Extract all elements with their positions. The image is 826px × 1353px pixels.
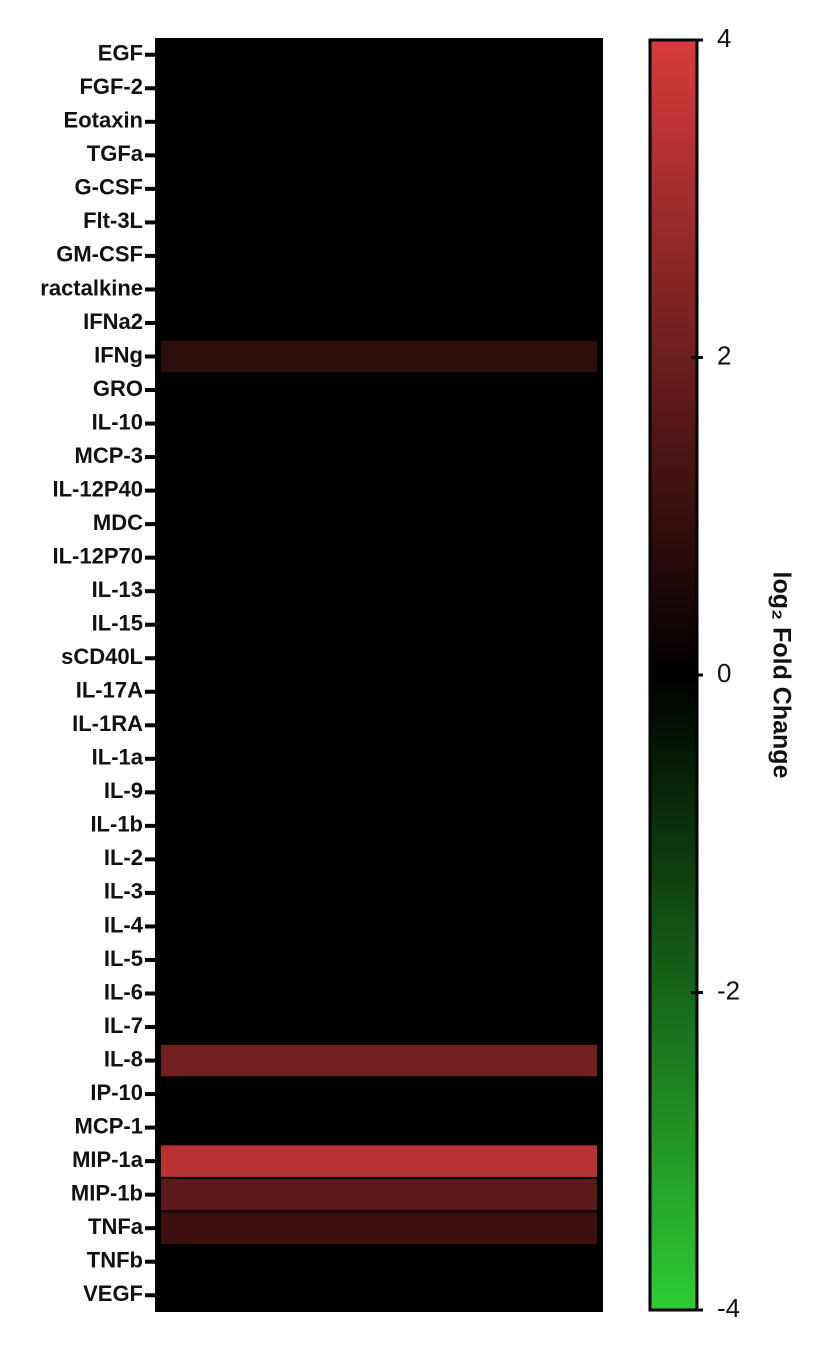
y-tick-label: IL-4 [104,912,144,937]
y-tick-label: IL-12P40 [53,476,144,501]
cell [161,843,597,876]
cell [161,709,597,742]
cell [161,810,597,842]
cell [161,508,597,540]
y-tick-label: IL-9 [104,778,143,803]
y-tick-label: ractalkine [40,275,143,300]
y-tick-label: MIP-1b [71,1180,143,1205]
y-tick-label: MCP-1 [75,1113,143,1138]
cell [161,1145,597,1177]
cell [161,1111,597,1144]
cell [161,340,597,373]
y-tick-label: MDC [93,510,143,535]
y-tick-label: IFNg [94,342,143,367]
cell [161,1178,597,1211]
y-tick-label: TGFa [87,141,144,166]
y-tick-label: IL-7 [104,1013,143,1038]
cell [161,1011,597,1043]
cell [161,642,597,674]
y-tick-label: IL-15 [92,611,143,636]
y-tick-label: G-CSF [75,175,143,200]
colorbar-label: log₂ Fold Change [767,572,795,779]
cell [161,173,597,205]
cell [161,474,597,507]
cell [161,1279,597,1311]
cell [161,307,597,339]
y-tick-label: IL-1b [90,812,143,837]
cell [161,944,597,976]
cell [161,39,597,71]
y-tick-label: TNFb [87,1248,143,1273]
cell [161,1078,597,1110]
y-tick-label: IL-13 [92,577,143,602]
cell [161,676,597,708]
y-tick-label: IL-1a [92,745,144,770]
cell [161,139,597,172]
y-tick-label: Eotaxin [64,108,143,133]
cell [161,541,597,574]
colorbar-tick-label: 2 [717,340,731,370]
cell [161,608,597,641]
cell [161,273,597,306]
cell [161,374,597,406]
cell [161,977,597,1010]
y-tick-label: IFNa2 [83,309,143,334]
y-tick-label: GM-CSF [56,242,143,267]
y-tick-label: VEGF [83,1281,143,1306]
y-tick-label: IL-12P70 [53,543,144,568]
y-tick-label: EGF [98,41,143,66]
cell [161,72,597,105]
cell [161,1245,597,1278]
y-tick-label: Flt-3L [83,208,143,233]
y-tick-label: IL-1RA [72,711,143,736]
y-tick-label: GRO [93,376,143,401]
y-tick-label: IL-10 [92,409,143,434]
cell [161,575,597,607]
y-tick-label: sCD40L [61,644,143,669]
y-tick-label: IL-3 [104,879,143,904]
cell [161,743,597,775]
cell [161,441,597,473]
cell [161,1044,597,1077]
y-tick-label: IP-10 [90,1080,143,1105]
y-tick-label: IL-2 [104,845,143,870]
colorbar-tick-label: -4 [717,1293,740,1323]
y-tick-label: FGF-2 [79,74,143,99]
y-tick-label: IL-5 [104,946,143,971]
colorbar-tick-label: -2 [717,975,740,1005]
y-tick-label: IL-6 [104,979,143,1004]
cell [161,1212,597,1244]
cell [161,106,597,138]
cell [161,206,597,239]
y-tick-label: MIP-1a [72,1147,144,1172]
cell [161,407,597,440]
cell [161,877,597,909]
y-tick-label: MCP-3 [75,443,143,468]
cell [161,910,597,943]
cell [161,240,597,272]
colorbar-tick-label: 0 [717,658,731,688]
colorbar [648,38,699,1312]
cell [161,776,597,809]
y-tick-label: TNFa [88,1214,144,1239]
y-tick-label: IL-17A [76,678,143,703]
colorbar-tick-label: 4 [717,23,731,53]
y-tick-label: IL-8 [104,1046,143,1071]
